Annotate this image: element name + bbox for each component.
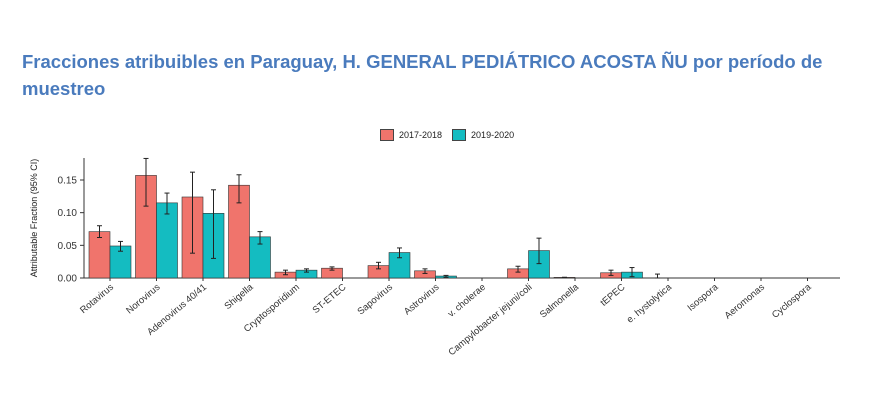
x-tick-label: Shigella [222, 281, 256, 312]
legend-swatch-2019-2020 [452, 129, 467, 141]
y-axis-label: Attributable Fraction (95% CI) [29, 159, 39, 278]
legend-swatch-2017-2018 [380, 129, 394, 141]
x-tick-label: tEPEC [599, 282, 628, 309]
x-tick-label: e. hystolytica [625, 281, 675, 325]
x-tick-label: Sapovirus [355, 282, 395, 318]
x-tick-label: Astrovirus [402, 282, 442, 318]
x-tick-label: Aeromonas [723, 282, 767, 322]
x-tick-label: ST-ETEC [311, 282, 349, 316]
y-tick-label: 0.10 [58, 208, 78, 219]
legend-label-2017-2018: 2017-2018 [399, 130, 443, 140]
page-title: Fracciones atribuibles en Paraguay, H. G… [22, 51, 823, 99]
bar [88, 231, 111, 279]
legend-item-2019-2020: 2019-2020 [452, 129, 514, 141]
x-tick-label: Campylobacter jejuni/coli [446, 282, 534, 358]
x-tick-label: Salmonella [538, 281, 582, 320]
y-tick-label: 0.15 [58, 176, 78, 187]
x-tick-label: Isospora [685, 281, 721, 313]
legend-item-2017-2018: 2017-2018 [380, 129, 442, 141]
legend: 2017-2018 2019-2020 [380, 129, 524, 141]
x-tick-label: Cyclospora [770, 281, 814, 320]
legend-label-2019-2020: 2019-2020 [471, 130, 515, 140]
y-tick-label: 0.00 [58, 274, 78, 285]
x-tick-label: Rotavirus [78, 282, 116, 316]
y-tick-label: 0.05 [58, 241, 78, 252]
x-tick-label: Norovirus [124, 282, 162, 317]
x-tick-label: v. cholerae [446, 282, 488, 320]
